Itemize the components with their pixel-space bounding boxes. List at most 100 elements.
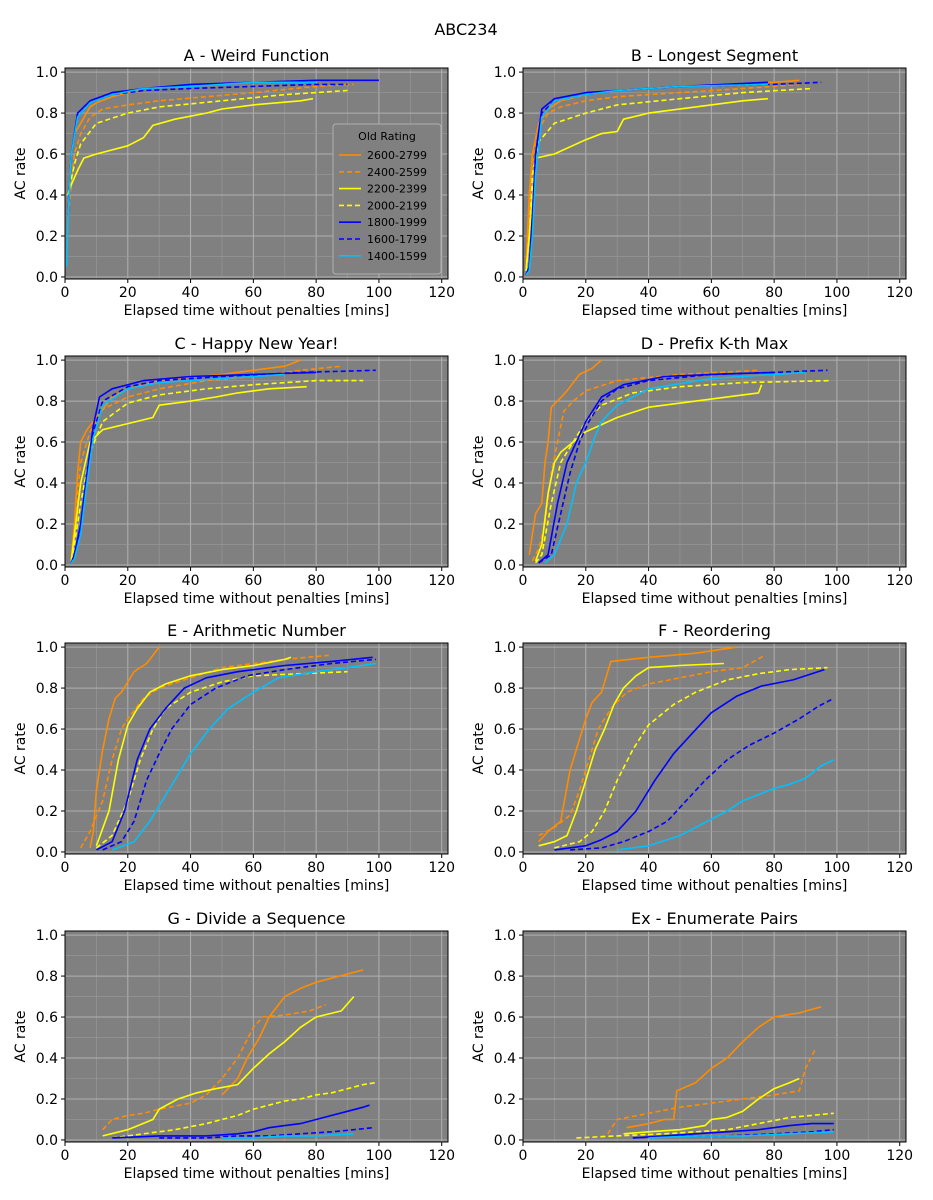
x-tick-label: 100 [366, 573, 393, 589]
x-tick-label: 60 [702, 1148, 720, 1164]
panel-4: 0 20 40 60 80 100 120 0.0 0.2 0.4 0.6 0.8 1.0 D - Pre… [471, 334, 913, 607]
axes-background [65, 643, 448, 854]
axes-frame [64, 67, 449, 280]
series-line-1600-1799 [102, 658, 376, 851]
y-axis-label: AC rate [13, 723, 29, 775]
series-group [528, 359, 831, 564]
series-line-2200-2399 [102, 996, 355, 1137]
y-tick-label: 0.8 [36, 969, 58, 985]
series-line-1400-1599 [111, 662, 376, 851]
x-tick-label: 100 [366, 285, 393, 301]
axes-background [65, 356, 448, 567]
x-axis-label: Elapsed time without penalties [mins] [582, 878, 848, 894]
series-group [65, 79, 379, 267]
x-tick-label: 20 [577, 860, 595, 876]
x-tick-label: 120 [886, 860, 913, 876]
x-tick-label: 60 [244, 860, 262, 876]
legend-entry: 1800-1999 [367, 216, 427, 229]
x-tick-label: 20 [119, 1148, 137, 1164]
series-line-1400-1599 [648, 1131, 834, 1139]
y-tick-label: 1.0 [36, 65, 58, 81]
x-tick-label: 20 [119, 860, 137, 876]
panel-title: A - Weird Function [184, 46, 330, 65]
panel-title: E - Arithmetic Number [167, 621, 346, 640]
series-line-2400-2599 [531, 369, 759, 562]
series-line-2200-2399 [70, 385, 307, 561]
y-tick-label: 0.6 [36, 435, 58, 451]
series-group [525, 79, 822, 276]
series-line-1800-1999 [112, 1104, 370, 1139]
x-tick-label: 100 [824, 1148, 851, 1164]
x-tick-label: 100 [824, 285, 851, 301]
x-tick-label: 80 [765, 285, 783, 301]
legend-entry: 1600-1799 [367, 233, 427, 246]
y-axis-label: AC rate [13, 1011, 29, 1063]
y-tick-label: 0.6 [494, 147, 516, 163]
series-line-1400-1599 [222, 1133, 354, 1139]
y-tick-label: 0.6 [494, 722, 516, 738]
y-tick-label: 0.2 [494, 804, 516, 820]
series-group [538, 646, 835, 851]
y-tick-label: 0.4 [36, 1051, 58, 1067]
x-tick-label: 0 [519, 573, 528, 589]
series-line-2000-2199 [67, 89, 348, 196]
axes-frame [522, 355, 907, 568]
x-tick-label: 0 [61, 285, 70, 301]
x-tick-label: 100 [366, 1148, 393, 1164]
y-tick-label: 0.0 [494, 845, 516, 861]
x-tick-label: 100 [824, 573, 851, 589]
y-tick-label: 0.4 [494, 1051, 516, 1067]
x-tick-label: 120 [886, 1148, 913, 1164]
y-tick-label: 0.4 [36, 476, 58, 492]
panel-title: D - Prefix K-th Max [641, 334, 789, 353]
y-tick-label: 0.8 [494, 681, 516, 697]
x-axis-label: Elapsed time without penalties [mins] [582, 1166, 848, 1182]
series-line-2000-2199 [576, 1112, 834, 1139]
series-line-2600-2799 [538, 646, 737, 843]
panel-2: 0 20 40 60 80 100 120 0.0 0.2 0.4 0.6 0.8 1.0 B - Lon… [471, 46, 913, 319]
y-tick-label: 0.6 [36, 722, 58, 738]
y-tick-label: 1.0 [494, 353, 516, 369]
series-line-2000-2199 [70, 379, 364, 562]
series-line-2200-2399 [538, 662, 724, 847]
y-tick-label: 1.0 [494, 928, 516, 944]
y-tick-label: 0.2 [36, 1092, 58, 1108]
x-axis-label: Elapsed time without penalties [mins] [124, 878, 390, 894]
y-tick-label: 0.2 [494, 517, 516, 533]
panel-title: Ex - Enumerate Pairs [631, 909, 798, 928]
series-line-2600-2799 [89, 646, 160, 849]
legend: Old Rating 2600-2799 2400-2599 2200-2399 200… [332, 123, 442, 275]
axes-background [523, 931, 906, 1142]
series-line-2000-2199 [525, 87, 812, 271]
axes-frame [522, 642, 907, 855]
series-line-2600-2799 [70, 359, 301, 559]
x-tick-label: 20 [577, 1148, 595, 1164]
y-tick-label: 0.2 [36, 229, 58, 245]
series-line-1600-1799 [159, 1126, 373, 1139]
axes-background [523, 643, 906, 854]
x-tick-label: 60 [244, 1148, 262, 1164]
axes-background [523, 68, 906, 279]
x-axis-label: Elapsed time without penalties [mins] [124, 591, 390, 607]
y-tick-label: 0.4 [36, 763, 58, 779]
x-tick-label: 20 [577, 573, 595, 589]
x-tick-label: 0 [61, 1148, 70, 1164]
series-line-2200-2399 [623, 1077, 800, 1135]
x-tick-label: 80 [765, 573, 783, 589]
y-tick-label: 0.2 [494, 1092, 516, 1108]
x-tick-label: 120 [886, 285, 913, 301]
x-tick-label: 60 [702, 285, 720, 301]
y-tick-label: 1.0 [494, 640, 516, 656]
x-tick-label: 120 [428, 285, 455, 301]
y-tick-label: 0.6 [494, 1010, 516, 1026]
y-tick-label: 1.0 [494, 65, 516, 81]
y-tick-label: 0.0 [494, 1133, 516, 1149]
y-axis-label: AC rate [471, 148, 487, 200]
figure-title: ABC234 [434, 20, 497, 39]
series-line-2000-2199 [95, 670, 348, 849]
y-tick-label: 0.6 [494, 435, 516, 451]
x-tick-label: 40 [182, 860, 200, 876]
x-tick-label: 20 [119, 285, 137, 301]
panel-title: C - Happy New Year! [174, 334, 338, 353]
y-tick-label: 0.0 [36, 1133, 58, 1149]
